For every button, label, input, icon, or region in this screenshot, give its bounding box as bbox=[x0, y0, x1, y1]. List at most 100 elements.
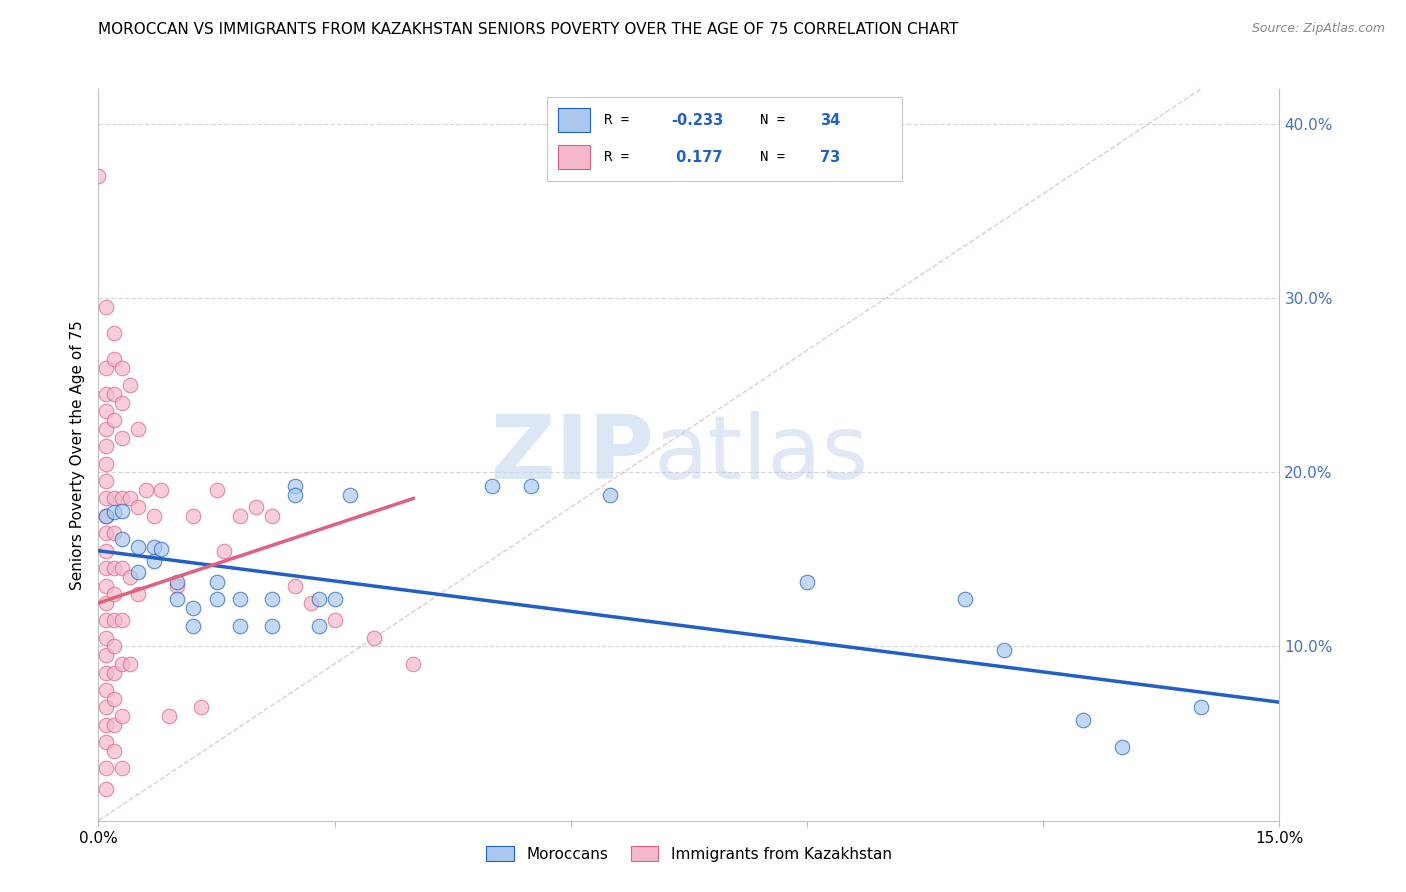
Point bbox=[96, 526, 118, 541]
Point bbox=[205, 592, 228, 607]
Point bbox=[103, 326, 125, 340]
Point bbox=[284, 578, 307, 592]
Text: MOROCCAN VS IMMIGRANTS FROM KAZAKHSTAN SENIORS POVERTY OVER THE AGE OF 75 CORREL: MOROCCAN VS IMMIGRANTS FROM KAZAKHSTAN S… bbox=[98, 22, 959, 37]
Point bbox=[96, 700, 118, 714]
Point bbox=[118, 491, 141, 506]
Point bbox=[103, 587, 125, 601]
Point bbox=[284, 488, 307, 502]
Point bbox=[181, 618, 204, 632]
Point bbox=[323, 592, 346, 607]
Point bbox=[127, 565, 149, 579]
Point bbox=[111, 761, 134, 775]
Point bbox=[111, 360, 134, 375]
Point bbox=[118, 657, 141, 671]
Point bbox=[111, 561, 134, 575]
Point bbox=[96, 782, 118, 797]
Point bbox=[96, 508, 118, 523]
Point bbox=[96, 665, 118, 680]
Point bbox=[103, 526, 125, 541]
Point bbox=[96, 360, 118, 375]
Point bbox=[142, 540, 165, 554]
Point bbox=[111, 491, 134, 506]
Point bbox=[308, 618, 330, 632]
Point bbox=[1189, 700, 1212, 714]
Point bbox=[111, 395, 134, 409]
Point bbox=[96, 508, 118, 523]
Point bbox=[96, 404, 118, 418]
Point bbox=[1071, 713, 1094, 727]
Point bbox=[363, 631, 385, 645]
Point bbox=[166, 592, 188, 607]
Point bbox=[111, 657, 134, 671]
Point bbox=[339, 488, 361, 502]
Point bbox=[229, 618, 252, 632]
Point bbox=[111, 709, 134, 723]
Point bbox=[1111, 740, 1133, 755]
Point bbox=[118, 570, 141, 584]
Point bbox=[96, 439, 118, 453]
Point bbox=[96, 718, 118, 732]
Point bbox=[111, 503, 134, 517]
Point bbox=[103, 691, 125, 706]
Point bbox=[96, 631, 118, 645]
Point bbox=[308, 592, 330, 607]
Point bbox=[127, 540, 149, 554]
Point bbox=[181, 601, 204, 615]
Point bbox=[103, 718, 125, 732]
Point bbox=[118, 378, 141, 392]
Point bbox=[520, 479, 543, 493]
Point bbox=[260, 592, 283, 607]
Point bbox=[96, 422, 118, 436]
Point bbox=[103, 387, 125, 401]
Point bbox=[299, 596, 322, 610]
Point bbox=[111, 532, 134, 546]
Point bbox=[103, 505, 125, 519]
Point bbox=[96, 613, 118, 627]
Point bbox=[96, 578, 118, 592]
Text: Source: ZipAtlas.com: Source: ZipAtlas.com bbox=[1251, 22, 1385, 36]
Point bbox=[260, 618, 283, 632]
Point bbox=[96, 596, 118, 610]
Point bbox=[96, 735, 118, 749]
Text: atlas: atlas bbox=[654, 411, 869, 499]
Point bbox=[993, 643, 1015, 657]
Point bbox=[96, 474, 118, 488]
Point bbox=[111, 430, 134, 444]
Point bbox=[127, 500, 149, 515]
Point bbox=[229, 508, 252, 523]
Point bbox=[96, 387, 118, 401]
Text: ZIP: ZIP bbox=[491, 411, 654, 499]
Point bbox=[103, 640, 125, 654]
Point bbox=[323, 613, 346, 627]
Point bbox=[481, 479, 503, 493]
Point bbox=[135, 483, 157, 497]
Point bbox=[599, 488, 621, 502]
Point bbox=[157, 709, 180, 723]
Point bbox=[260, 508, 283, 523]
Point bbox=[150, 483, 173, 497]
Point bbox=[205, 483, 228, 497]
Point bbox=[96, 561, 118, 575]
Point bbox=[96, 491, 118, 506]
Point bbox=[245, 500, 267, 515]
Point bbox=[150, 541, 173, 556]
Point bbox=[181, 508, 204, 523]
Point bbox=[103, 744, 125, 758]
Point bbox=[205, 575, 228, 590]
Point bbox=[796, 575, 818, 590]
Point bbox=[103, 613, 125, 627]
Point bbox=[142, 554, 165, 568]
Point bbox=[87, 169, 110, 184]
Point bbox=[953, 592, 976, 607]
Y-axis label: Seniors Poverty Over the Age of 75: Seniors Poverty Over the Age of 75 bbox=[69, 320, 84, 590]
Point bbox=[96, 457, 118, 471]
Point bbox=[214, 543, 236, 558]
Point bbox=[127, 587, 149, 601]
Point bbox=[190, 700, 212, 714]
Point bbox=[229, 592, 252, 607]
Point bbox=[96, 543, 118, 558]
Point bbox=[103, 491, 125, 506]
Point bbox=[166, 575, 188, 590]
Point bbox=[103, 665, 125, 680]
Point bbox=[103, 561, 125, 575]
